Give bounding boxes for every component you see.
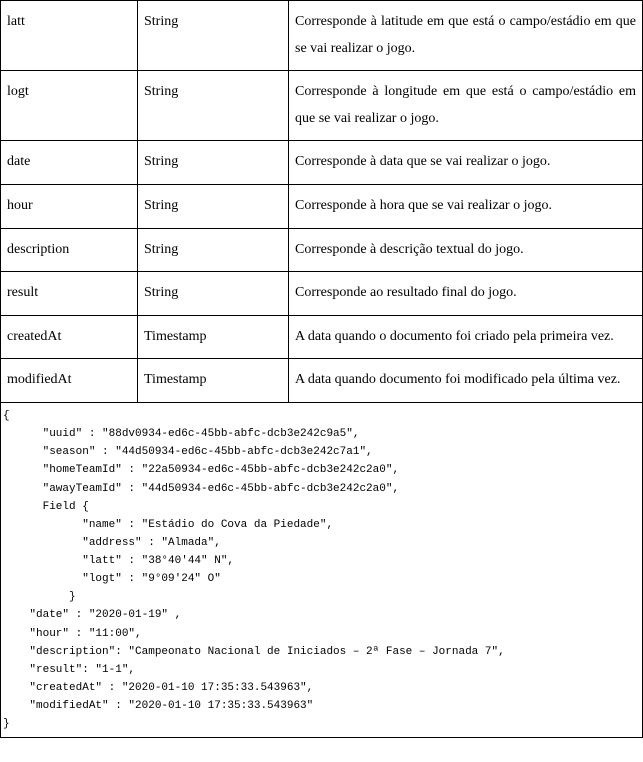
table-row: logt String Corresponde à longitude em q…	[1, 71, 643, 141]
code-line: "hour" : "11:00",	[3, 628, 142, 640]
code-line: "latt" : "38°40′44″ N",	[3, 555, 234, 567]
field-type-cell: Timestamp	[138, 359, 289, 403]
code-line: "address" : "Almada",	[3, 537, 221, 549]
field-type-cell: Timestamp	[138, 315, 289, 359]
code-line: "logt" : "9°09′24″ O"	[3, 573, 221, 585]
field-type-cell: String	[138, 141, 289, 185]
code-line: "date" : "2020-01-19" ,	[3, 609, 181, 621]
code-line: "awayTeamId" : "44d50934-ed6c-45bb-abfc-…	[3, 483, 399, 495]
field-desc-cell: A data quando o documento foi criado pel…	[289, 315, 643, 359]
table-row: date String Corresponde à data que se va…	[1, 141, 643, 185]
field-name-cell: modifiedAt	[1, 359, 138, 403]
code-line: "modifiedAt" : "2020-01-10 17:35:33.5439…	[3, 700, 313, 712]
field-name-cell: logt	[1, 71, 138, 141]
field-desc-cell: Corresponde à latitude em que está o cam…	[289, 1, 643, 71]
field-type-cell: String	[138, 184, 289, 228]
field-name-cell: result	[1, 272, 138, 316]
field-type-cell: String	[138, 1, 289, 71]
code-line: }	[3, 591, 76, 603]
code-line: "season" : "44d50934-ed6c-45bb-abfc-dcb3…	[3, 446, 373, 458]
table-row: createdAt Timestamp A data quando o docu…	[1, 315, 643, 359]
field-name-cell: hour	[1, 184, 138, 228]
field-desc-cell: Corresponde à longitude em que está o ca…	[289, 71, 643, 141]
code-line: {	[3, 410, 10, 422]
json-code-block: { "uuid" : "88dv0934-ed6c-45bb-abfc-dcb3…	[0, 403, 643, 739]
field-desc-cell: A data quando documento foi modificado p…	[289, 359, 643, 403]
code-line: }	[3, 718, 10, 730]
code-line: "uuid" : "88dv0934-ed6c-45bb-abfc-dcb3e2…	[3, 428, 359, 440]
field-name-cell: latt	[1, 1, 138, 71]
field-desc-cell: Corresponde à descrição textual do jogo.	[289, 228, 643, 272]
field-type-cell: String	[138, 228, 289, 272]
table-row: modifiedAt Timestamp A data quando docum…	[1, 359, 643, 403]
table-row: latt String Corresponde à latitude em qu…	[1, 1, 643, 71]
table-row: description String Corresponde à descriç…	[1, 228, 643, 272]
field-desc-cell: Corresponde à hora que se vai realizar o…	[289, 184, 643, 228]
field-type-cell: String	[138, 71, 289, 141]
code-line: "homeTeamId" : "22a50934-ed6c-45bb-abfc-…	[3, 464, 399, 476]
code-line: "description": "Campeonato Nacional de I…	[3, 646, 505, 658]
field-name-cell: createdAt	[1, 315, 138, 359]
code-line: "name" : "Estádio do Cova da Piedade",	[3, 519, 333, 531]
code-line: "result": "1-1",	[3, 664, 135, 676]
table-row: result String Corresponde ao resultado f…	[1, 272, 643, 316]
code-line: "createdAt" : "2020-01-10 17:35:33.54396…	[3, 682, 313, 694]
field-desc-cell: Corresponde à data que se vai realizar o…	[289, 141, 643, 185]
code-line: Field {	[3, 501, 89, 513]
fields-table: latt String Corresponde à latitude em qu…	[0, 0, 643, 403]
field-name-cell: date	[1, 141, 138, 185]
field-type-cell: String	[138, 272, 289, 316]
field-name-cell: description	[1, 228, 138, 272]
table-row: hour String Corresponde à hora que se va…	[1, 184, 643, 228]
field-desc-cell: Corresponde ao resultado final do jogo.	[289, 272, 643, 316]
